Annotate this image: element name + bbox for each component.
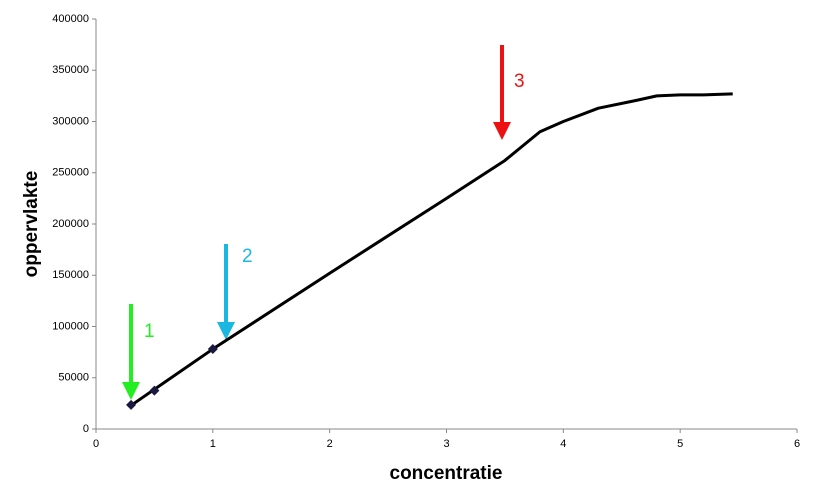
x-tick-label: 1 xyxy=(210,438,216,450)
y-tick-label: 200000 xyxy=(52,218,89,230)
y-tick-label: 300000 xyxy=(52,115,89,127)
y-tick-label: 100000 xyxy=(52,320,89,332)
marker xyxy=(126,399,137,410)
y-tick-label: 350000 xyxy=(52,64,89,76)
arrow: 1 xyxy=(122,304,155,400)
y-tick-label: 150000 xyxy=(52,269,89,281)
x-axis-title: concentratie xyxy=(390,463,503,484)
marker xyxy=(149,385,160,396)
x-tick-label: 2 xyxy=(327,438,333,450)
marker xyxy=(207,344,218,355)
x-tick-label: 3 xyxy=(443,438,449,450)
x-tick-label: 5 xyxy=(677,438,683,450)
annotation: 2 xyxy=(242,246,253,267)
y-tick-label: 0 xyxy=(83,423,89,435)
line xyxy=(130,92,733,407)
arrow: 3 xyxy=(493,45,525,140)
y-tick-label: 400000 xyxy=(52,13,89,25)
x-tick-label: 6 xyxy=(794,438,800,450)
y-tick-label: 50000 xyxy=(58,372,89,384)
arrow: 2 xyxy=(217,244,253,340)
annotation: 1 xyxy=(144,321,155,342)
y-tick-label: 250000 xyxy=(52,167,89,179)
y-axis-title: oppervlakte xyxy=(21,171,42,278)
x-tick-label: 4 xyxy=(560,438,566,450)
annotation: 3 xyxy=(514,71,525,92)
x-tick-label: 0 xyxy=(93,438,99,450)
